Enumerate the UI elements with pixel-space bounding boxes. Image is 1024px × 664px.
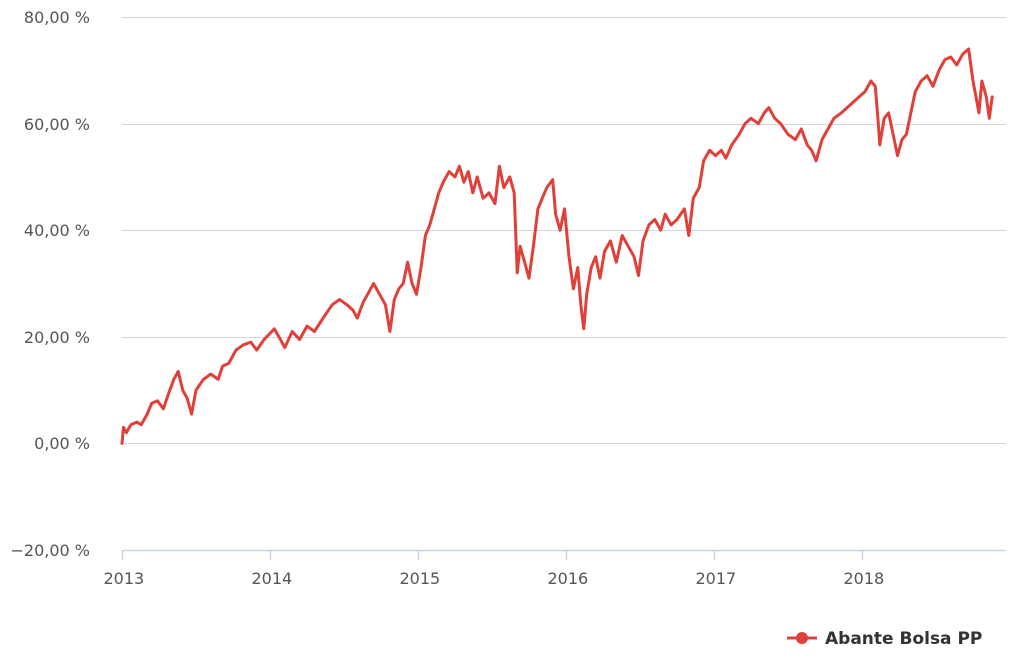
x-tick-label: 2013	[104, 569, 145, 588]
x-tick-label: 2014	[252, 569, 293, 588]
x-tick-label: 2018	[844, 569, 885, 588]
grid-lines	[122, 17, 1006, 444]
legend-marker	[796, 632, 808, 644]
y-axis-labels: 80,00 % 60,00 % 40,00 % 20,00 % 0,00 % −20,00…	[11, 8, 91, 560]
x-axis-labels: 2013 2014 2015 2016 2017 2018	[104, 569, 885, 588]
series-line-0[interactable]	[120, 47, 994, 445]
x-tick-label: 2015	[400, 569, 441, 588]
legend-label: Abante Bolsa PP	[825, 629, 982, 649]
x-tick-label: 2016	[548, 569, 589, 588]
x-tick-label: 2017	[696, 569, 737, 588]
y-tick-label: 80,00 %	[24, 8, 90, 27]
series-layer	[120, 47, 994, 445]
y-tick-label: 40,00 %	[24, 221, 90, 240]
y-tick-label: 60,00 %	[24, 115, 90, 134]
x-axis	[121, 549, 1006, 560]
y-tick-label: 0,00 %	[34, 434, 90, 453]
y-tick-label: −20,00 %	[11, 541, 91, 560]
legend[interactable]: Abante Bolsa PP	[787, 629, 982, 649]
y-tick-label: 20,00 %	[24, 328, 90, 347]
legend-item[interactable]: Abante Bolsa PP	[787, 629, 982, 649]
